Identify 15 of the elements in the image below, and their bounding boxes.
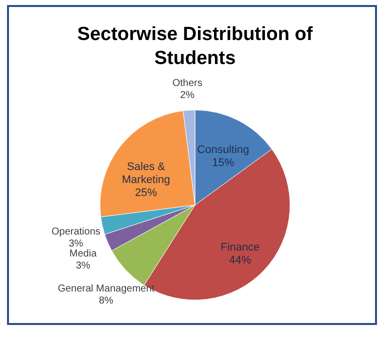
data-label: 3% (68, 238, 84, 250)
data-label: 8% (98, 296, 114, 307)
slice-label: Finance (220, 241, 260, 254)
slice-label: Media (69, 248, 98, 260)
slice-label: General Management (58, 284, 155, 295)
slice-label: Others (172, 78, 202, 90)
slice-label: Sales & Marketing (122, 161, 170, 186)
data-label: 25% (134, 187, 158, 199)
data-label: 44% (229, 254, 252, 266)
data-label: 15% (212, 156, 234, 169)
slice-label: Consulting (197, 144, 250, 156)
data-label: 2% (180, 90, 195, 102)
data-label: 3% (76, 260, 90, 272)
slice-label: Operations (51, 226, 100, 238)
chart-title: Sectorwise Distribution of Students (77, 24, 314, 70)
